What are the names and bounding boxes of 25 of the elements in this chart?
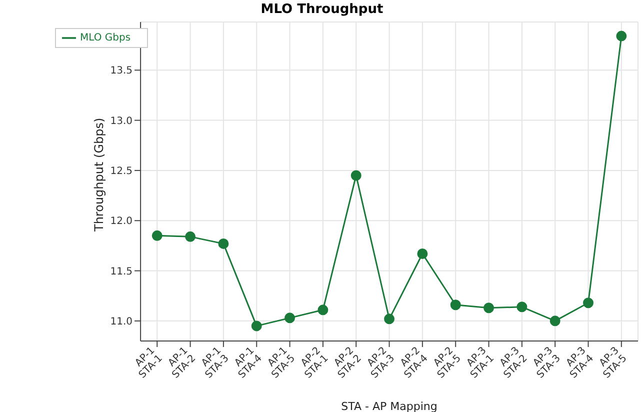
legend-label: MLO Gbps bbox=[80, 32, 131, 44]
point bbox=[152, 230, 162, 241]
x-axis-title: STA - AP Mapping bbox=[341, 400, 438, 412]
point bbox=[284, 312, 296, 324]
point bbox=[450, 300, 461, 310]
point bbox=[417, 248, 428, 259]
point bbox=[583, 298, 594, 308]
point bbox=[318, 304, 328, 316]
point bbox=[251, 320, 262, 332]
point bbox=[484, 302, 494, 314]
point bbox=[350, 170, 362, 181]
y-tick-label: 13.0 bbox=[110, 116, 133, 127]
point bbox=[384, 314, 395, 324]
point bbox=[185, 231, 196, 242]
y-axis-title: Throughput (Gbps) bbox=[92, 118, 106, 232]
point bbox=[218, 238, 229, 249]
point bbox=[516, 302, 528, 312]
chart-title: MLO Throughput bbox=[260, 2, 384, 17]
y-tick-label: 12.0 bbox=[110, 216, 133, 228]
y-tick-label: 11.5 bbox=[110, 266, 133, 278]
y-tick-label: 11.0 bbox=[110, 316, 133, 328]
point bbox=[616, 30, 627, 42]
point bbox=[550, 316, 560, 326]
y-tick-label: 12.5 bbox=[110, 166, 133, 178]
y-tick-label: 13.5 bbox=[110, 66, 133, 77]
